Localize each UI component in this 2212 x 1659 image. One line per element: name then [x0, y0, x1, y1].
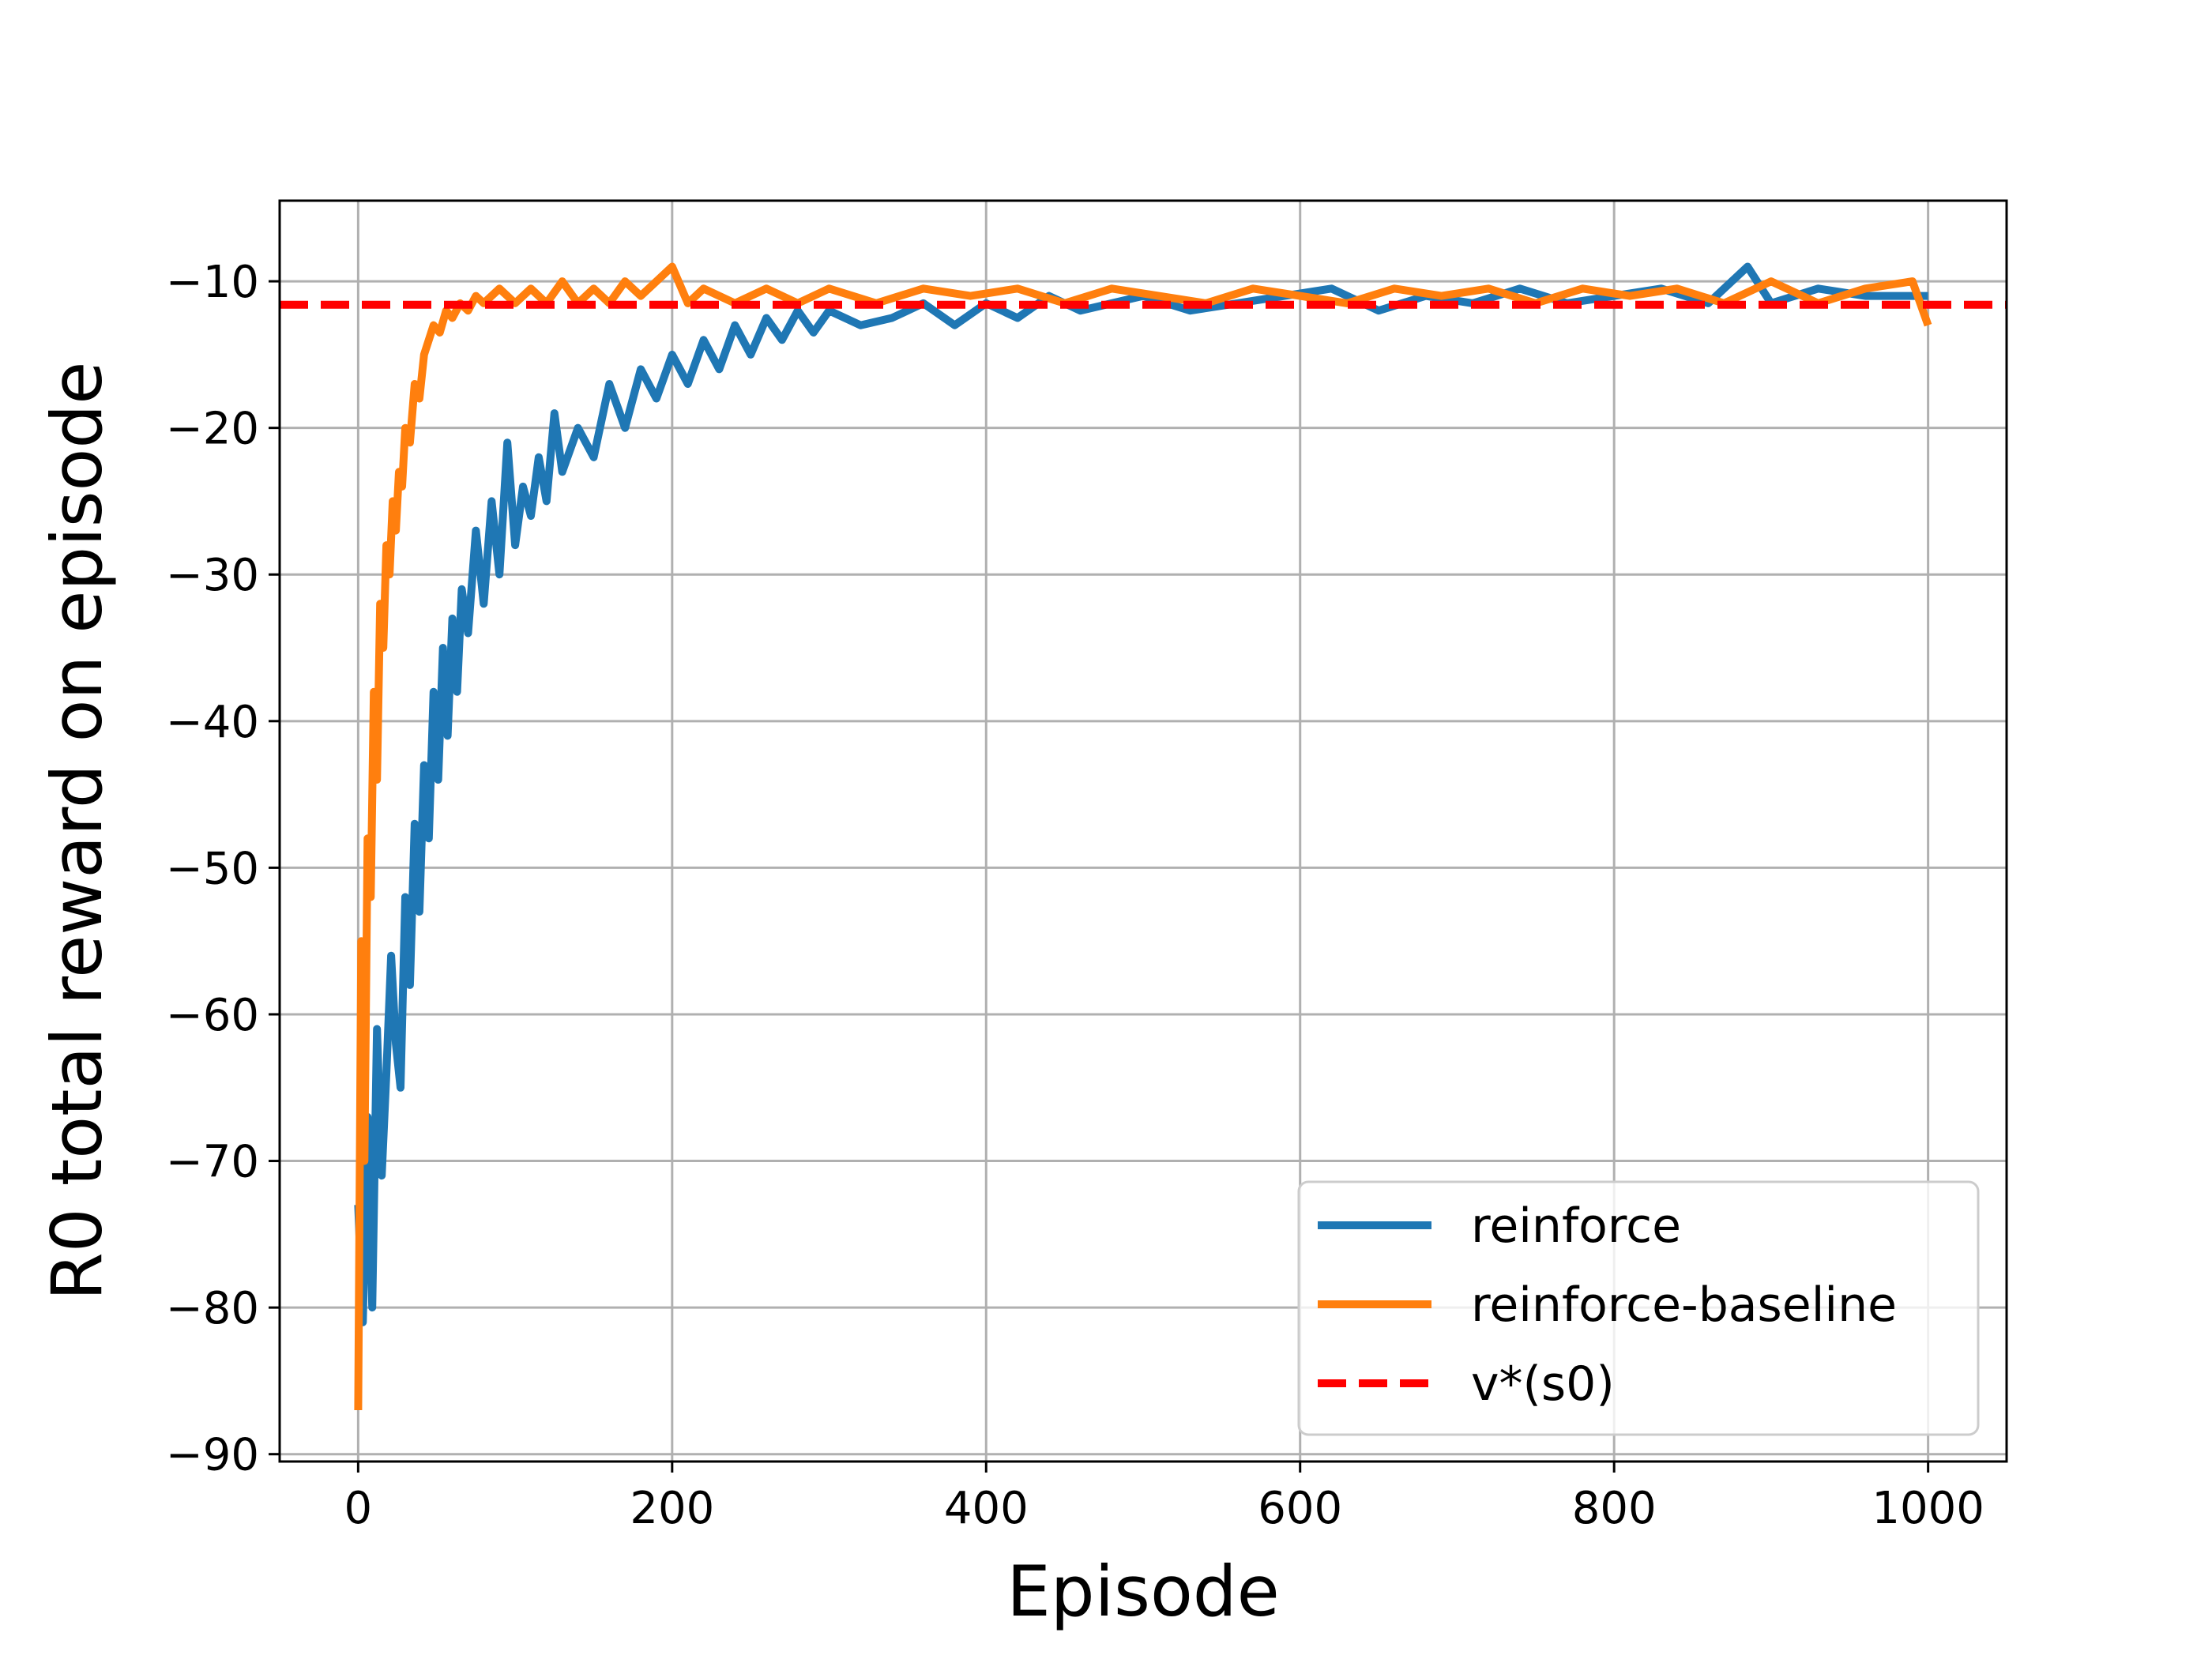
legend-label-reinforce: reinforce: [1471, 1198, 1681, 1254]
y-tick-label: −80: [166, 1283, 259, 1334]
x-tick-label: 600: [1258, 1483, 1342, 1534]
legend: reinforce reinforce-baseline v*(s0): [1297, 1180, 1980, 1436]
legend-label-reinforce-baseline: reinforce-baseline: [1471, 1277, 1897, 1333]
x-tick-label: 1000: [1872, 1483, 1984, 1534]
legend-label-v-star: v*(s0): [1471, 1356, 1615, 1412]
y-axis-label: R0 total reward on episode: [36, 362, 118, 1301]
series-layer: [280, 262, 2007, 1411]
x-tick-label: 0: [344, 1483, 373, 1534]
legend-box: [1297, 1180, 1980, 1436]
y-tick-label: −90: [166, 1430, 259, 1481]
y-axis-ticks: −90 −80 −70 −60 −50 −40 −30 −20 −10: [166, 257, 280, 1481]
plot-frame: [278, 199, 2008, 1463]
y-tick-label: −30: [166, 550, 259, 601]
x-tick-label: 200: [630, 1483, 714, 1534]
y-tick-label: −10: [166, 257, 259, 308]
y-tick-label: −50: [166, 843, 259, 894]
grid-lines: [280, 201, 2007, 1462]
y-tick-label: −70: [166, 1137, 259, 1188]
y-tick-label: −60: [166, 990, 259, 1041]
y-tick-label: −20: [166, 404, 259, 455]
x-axis-label: Episode: [1006, 1551, 1280, 1632]
series-line-reinforce: [354, 262, 1928, 1326]
x-axis-ticks: 0 200 400 600 800 1000: [344, 1462, 1984, 1534]
x-tick-label: 400: [944, 1483, 1029, 1534]
x-tick-label: 800: [1572, 1483, 1657, 1534]
y-tick-label: −40: [166, 697, 259, 748]
series-line-reinforce-baseline: [354, 262, 1932, 1411]
